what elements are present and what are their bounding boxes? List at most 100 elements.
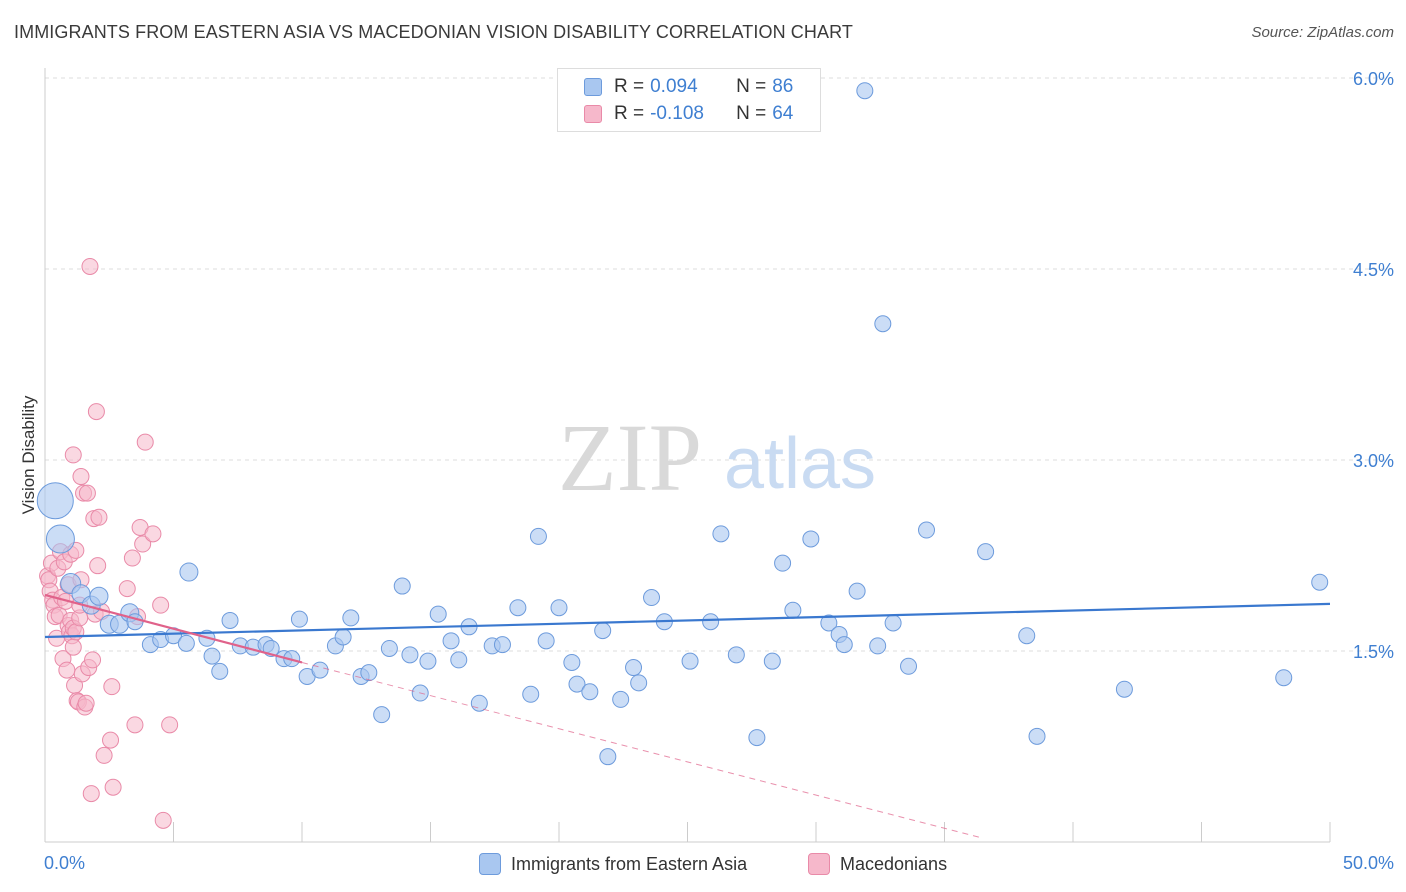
bottom-legend-swatch-blue — [479, 853, 501, 875]
legend-swatch-pink — [584, 105, 602, 123]
legend-r-label: R = — [614, 76, 645, 97]
eastern-asia-point — [1018, 627, 1036, 645]
eastern-asia-point — [550, 599, 568, 617]
y-tick-label: 3.0% — [1353, 451, 1394, 471]
eastern-asia-point — [290, 610, 308, 628]
eastern-asia-point — [509, 599, 527, 617]
eastern-asia-point — [442, 632, 460, 650]
legend-n-value: 64 — [772, 103, 794, 124]
eastern-asia-point — [401, 646, 419, 664]
macedonians-point — [78, 484, 96, 502]
legend-r-value: 0.094 — [650, 76, 698, 97]
macedonians-point — [64, 638, 82, 656]
macedonians-point — [77, 694, 95, 712]
eastern-asia-point — [784, 601, 802, 619]
eastern-asia-point — [977, 543, 995, 561]
eastern-asia-point — [334, 628, 352, 646]
macedonians-point — [64, 446, 82, 464]
eastern-asia-point — [537, 632, 555, 650]
eastern-asia-point — [1028, 727, 1046, 745]
macedonians-point — [81, 257, 99, 275]
eastern-asia-point — [470, 694, 488, 712]
eastern-asia-point — [1115, 680, 1133, 698]
eastern-asia-point — [835, 636, 853, 654]
macedonians-point — [118, 580, 136, 598]
eastern-asia-trend-line — [44, 602, 1331, 639]
eastern-asia-point — [221, 611, 239, 629]
legend-row-macedonians: R = -0.108 N = 64 — [584, 102, 793, 126]
eastern-asia-point — [774, 554, 792, 572]
eastern-asia-point — [360, 664, 378, 682]
y-tick-label: 4.5% — [1353, 260, 1394, 280]
macedonians-point — [104, 778, 122, 796]
macedonians-point — [72, 468, 90, 486]
gridlines: 1.5% 3.0% 4.5% 6.0% — [45, 69, 1394, 662]
bottom-legend-label: Macedonians — [840, 853, 948, 874]
eastern-asia-point — [1275, 669, 1293, 687]
correlation-legend: R = 0.094 N = 86 R = -0.108 N = 64 — [557, 68, 821, 132]
eastern-asia-point — [342, 609, 360, 627]
eastern-asia-point — [748, 729, 766, 747]
eastern-asia-point — [373, 706, 391, 724]
y-tick-label: 6.0% — [1353, 69, 1394, 89]
watermark: ZIP atlas — [558, 404, 876, 511]
eastern-asia-point — [563, 653, 581, 671]
macedonians-point — [152, 596, 170, 614]
bottom-legend-eastern-asia: Immigrants from Eastern Asia — [479, 851, 747, 877]
trend-lines — [44, 593, 1331, 839]
macedonians-point — [123, 549, 141, 567]
eastern-asia-point — [599, 748, 617, 766]
eastern-asia-point — [848, 582, 866, 600]
legend-n-label: N = — [736, 103, 767, 124]
macedonians-point — [126, 716, 144, 734]
eastern-asia-point — [712, 525, 730, 543]
legend-row-eastern-asia: R = 0.094 N = 86 — [584, 75, 793, 99]
macedonians-point — [134, 535, 152, 553]
eastern-asia-point — [203, 647, 221, 665]
bottom-legend-label: Immigrants from Eastern Asia — [511, 853, 748, 874]
eastern-asia-point — [802, 530, 820, 548]
eastern-asia-point — [594, 622, 612, 640]
eastern-asia-point — [874, 315, 892, 333]
eastern-asia-point — [177, 634, 195, 652]
x-tick-label-max: 50.0% — [1343, 853, 1394, 873]
macedonians-point — [102, 731, 120, 749]
eastern-asia-point — [820, 614, 838, 632]
x-tick-label-min: 0.0% — [44, 853, 85, 873]
eastern-asia-points — [36, 82, 1329, 766]
macedonians-point — [144, 525, 162, 543]
macedonians-point — [95, 746, 113, 764]
eastern-asia-point — [1311, 573, 1329, 591]
bottom-legend-swatch-pink — [808, 853, 830, 875]
eastern-asia-point — [36, 482, 74, 520]
eastern-asia-point — [450, 651, 468, 669]
macedonians-trend-extension — [301, 661, 984, 839]
eastern-asia-point — [429, 605, 447, 623]
macedonians-point — [87, 403, 105, 421]
eastern-asia-point — [702, 613, 720, 631]
eastern-asia-point — [419, 652, 437, 670]
eastern-asia-point — [568, 675, 586, 693]
macedonians-point — [136, 433, 154, 451]
macedonians-point — [89, 557, 107, 575]
eastern-asia-point — [884, 614, 902, 632]
eastern-asia-point — [625, 659, 643, 677]
eastern-asia-point — [727, 646, 745, 664]
macedonians-point — [67, 623, 85, 641]
eastern-asia-point — [493, 636, 511, 654]
y-axis-label: Vision Disability — [19, 395, 38, 514]
eastern-asia-point — [311, 661, 329, 679]
axes — [44, 68, 1331, 843]
eastern-asia-point — [45, 524, 75, 554]
macedonians-point — [84, 651, 102, 669]
macedonians-point — [154, 811, 172, 829]
watermark-atlas: atlas — [724, 424, 876, 504]
y-tick-label: 1.5% — [1353, 642, 1394, 662]
bottom-legend-macedonians: Macedonians — [808, 851, 947, 877]
eastern-asia-point — [529, 527, 547, 545]
eastern-asia-point — [380, 639, 398, 657]
eastern-asia-point — [630, 674, 648, 692]
eastern-asia-point — [179, 562, 199, 582]
legend-n-value: 86 — [772, 76, 794, 97]
